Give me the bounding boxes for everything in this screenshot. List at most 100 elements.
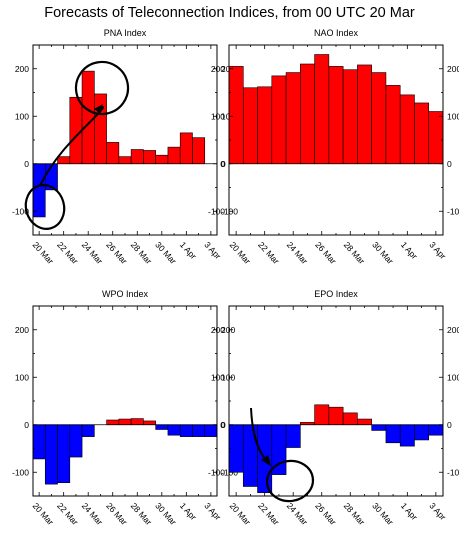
epo-index-xtick-label: 20 Mar — [228, 501, 253, 527]
epo-index-bar-24-mar — [285, 424, 301, 448]
nao-index-xtick-label: 22 Mar — [256, 240, 281, 266]
pna-index-bar-20-mar — [32, 163, 46, 218]
nao-index-xtick-label: 30 Mar — [370, 240, 395, 266]
nao-index-bar-3-apr — [428, 111, 444, 165]
epo-index-bar-26-mar — [314, 404, 330, 426]
pna-index-xtick-label: 24 Mar — [80, 240, 105, 266]
nao-index-bar-31-mar — [385, 85, 401, 165]
epo-arrowhead — [261, 455, 271, 467]
epo-index-xtick-label: 1 Apr — [399, 501, 420, 523]
wpo-index-bar-27-mar — [118, 418, 132, 426]
epo-22-mar-circle — [265, 459, 315, 503]
wpo-index-bar-28-mar — [130, 418, 144, 426]
wpo-index-bar-3-apr — [204, 424, 218, 437]
nao-index-bar-25-mar — [300, 63, 315, 165]
nao-index-bar-29-mar — [357, 64, 372, 165]
nao-index-ytick-label: 0 — [220, 159, 225, 169]
wpo-index-ytick-label-right: 100 — [221, 372, 235, 382]
pna-index-ytick-label: 100 — [15, 111, 29, 121]
wpo-index-bar-21-mar — [44, 424, 58, 485]
pna-index-ytick-label: 200 — [15, 64, 29, 74]
nao-index-bar-20-mar — [228, 66, 244, 165]
nao-index-ytick-label-right: -100 — [447, 206, 459, 216]
pna-index-xtick-label: 30 Mar — [153, 240, 178, 266]
wpo-index-xtick-label: 26 Mar — [104, 501, 129, 527]
nao-index-xtick-label: 1 Apr — [399, 240, 420, 262]
pna-index-bar-22-mar — [57, 156, 71, 165]
epo-index-bar-29-mar — [357, 418, 372, 426]
pna-index-bar-1-apr — [179, 132, 193, 165]
wpo-index-xtick-label: 3 Apr — [202, 501, 223, 523]
nao-index-xtick-label: 28 Mar — [342, 240, 367, 266]
pna-index-ytick-label-right: 100 — [221, 111, 235, 121]
epo-index-bar-3-apr — [428, 424, 444, 436]
pna-index-ytick-label: 0 — [24, 159, 29, 169]
pna-index-xtick-label: 20 Mar — [31, 240, 56, 266]
epo-index-bar-20-mar — [228, 424, 244, 473]
wpo-index-ytick-label: -100 — [12, 467, 29, 477]
pna-index-bar-26-mar — [106, 142, 120, 165]
epo-index-ytick-label-right: -100 — [447, 467, 459, 477]
pna-index-bar-27-mar — [118, 156, 132, 165]
nao-index-xtick-label: 20 Mar — [228, 240, 253, 266]
nao-index-ytick-label-right: 200 — [447, 64, 459, 74]
nao-index-ytick-label: -100 — [208, 206, 225, 216]
epo-index-bar-2-apr — [414, 424, 430, 441]
wpo-index-bar-24-mar — [81, 424, 95, 437]
epo-index-bar-31-mar — [385, 424, 401, 444]
wpo-index-ytick-label: 0 — [24, 420, 29, 430]
epo-index-bar-27-mar — [328, 406, 344, 426]
pna-index-bar-31-mar — [167, 146, 181, 165]
epo-index-ytick-label: 100 — [211, 372, 225, 382]
epo-index-xtick-label: 22 Mar — [256, 501, 281, 527]
wpo-index-bar-31-mar — [167, 424, 181, 436]
nao-index-bar-28-mar — [342, 69, 358, 165]
pna-index-xtick-label: 26 Mar — [104, 240, 129, 266]
epo-index-ytick-label: -100 — [208, 467, 225, 477]
wpo-index-title: WPO Index — [102, 289, 149, 299]
nao-index-title: NAO Index — [314, 28, 359, 38]
wpo-index-bar-20-mar — [32, 424, 46, 460]
wpo-index-bar-1-apr — [179, 424, 193, 437]
epo-index-title: EPO Index — [314, 289, 358, 299]
epo-index-ytick-label-right: 100 — [447, 372, 459, 382]
nao-index-xtick-label: 26 Mar — [313, 240, 338, 266]
epo-index-ytick-label: 200 — [211, 325, 225, 335]
nao-index-bar-30-mar — [371, 72, 387, 165]
epo-index-xtick-label: 30 Mar — [370, 501, 395, 527]
nao-index-bar-26-mar — [314, 54, 330, 165]
nao-index-xtick-label: 24 Mar — [285, 240, 310, 266]
pna-arrowhead — [94, 103, 103, 114]
wpo-index-ytick-label: 200 — [15, 325, 29, 335]
pna-index-ytick-label-right: 0 — [221, 159, 226, 169]
epo-index-ytick-label-right: 0 — [447, 420, 452, 430]
pna-index-bar-2-apr — [192, 137, 206, 165]
epo-index-bar-28-mar — [342, 412, 358, 426]
epo-index-xtick-label: 28 Mar — [342, 501, 367, 527]
pna-index-bar-24-mar — [81, 70, 95, 165]
wpo-index-bar-2-apr — [192, 424, 206, 437]
pna-25-mar-circle — [74, 60, 130, 116]
nao-index-bar-23-mar — [271, 75, 287, 165]
nao-index-ytick-label: 100 — [211, 111, 225, 121]
pna-index-ytick-label-right: 200 — [221, 64, 235, 74]
nao-index-bar-2-apr — [414, 102, 430, 165]
wpo-index-bar-30-mar — [155, 424, 169, 430]
epo-index-bar-21-mar — [242, 424, 258, 487]
wpo-index-bar-26-mar — [106, 419, 120, 426]
pna-index-title: PNA Index — [104, 28, 147, 38]
wpo-index-xtick-label: 20 Mar — [31, 501, 56, 527]
hand-drawn-annotations — [24, 60, 315, 503]
epo-index-ytick-label-right: 200 — [447, 325, 459, 335]
epo-index-xtick-label: 26 Mar — [313, 501, 338, 527]
pna-index-bar-29-mar — [143, 150, 156, 165]
wpo-index-ytick-label-right: 0 — [221, 420, 226, 430]
nao-index-bar-22-mar — [257, 86, 273, 165]
nao-index-bar-27-mar — [328, 66, 344, 165]
wpo-index-xtick-label: 1 Apr — [178, 501, 199, 523]
